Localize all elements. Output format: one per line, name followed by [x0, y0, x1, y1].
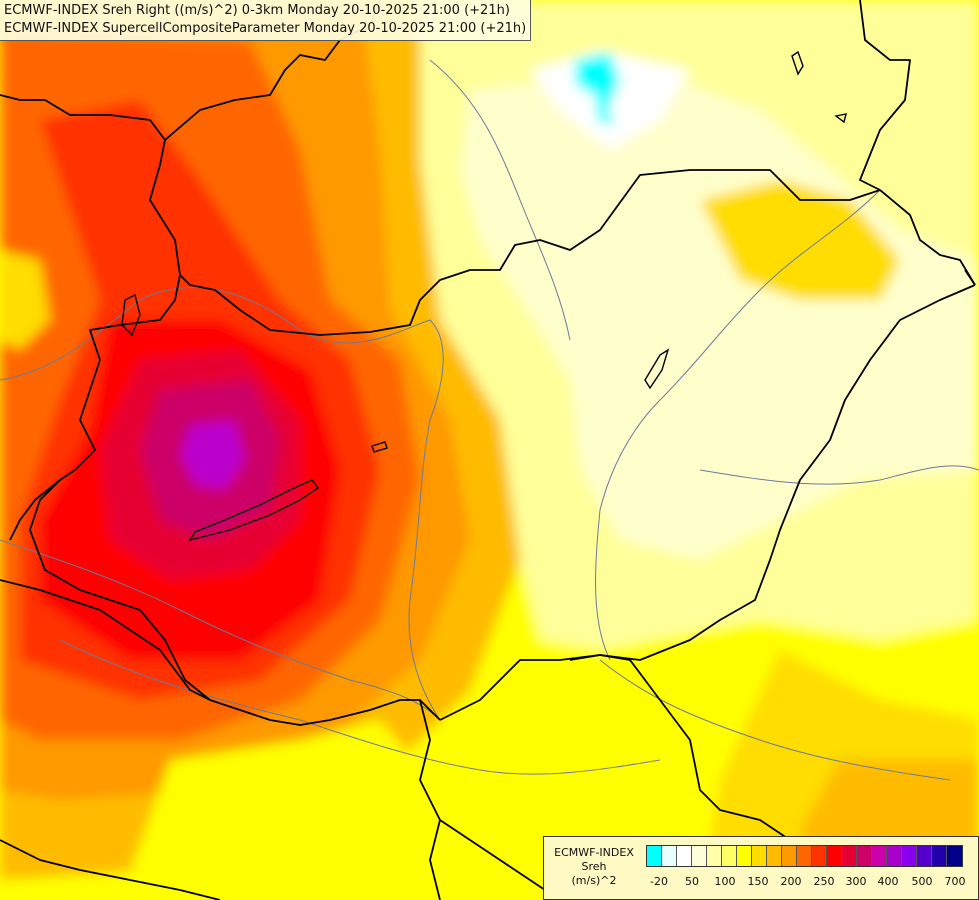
legend-swatch [677, 846, 692, 866]
legend-tick-label: 300 [845, 875, 867, 888]
field-yellow-lobe-southwest [120, 720, 460, 900]
legend-tick-label: -20 [650, 875, 668, 888]
river-sava [59, 639, 661, 775]
river-tisza [595, 189, 881, 661]
border-hungary-serbia [439, 654, 631, 721]
border-serbia-south [439, 819, 561, 900]
border-ukraine-romania [964, 269, 976, 286]
legend-title-variable: Sreh [581, 860, 607, 873]
legend-tick-label: 150 [747, 875, 769, 888]
legend-swatch [947, 846, 962, 866]
border-slovakia-ukraine [879, 189, 976, 286]
field-purple [180, 420, 245, 490]
legend-swatch [872, 846, 887, 866]
legend-swatch [737, 846, 752, 866]
border-ukraine-north [859, 0, 911, 191]
legend-tick-label: 700 [944, 875, 966, 888]
legend-swatch [707, 846, 722, 866]
legend-swatch [902, 846, 917, 866]
river-north [429, 59, 571, 341]
legend-swatch [917, 846, 932, 866]
legend-swatch [812, 846, 827, 866]
legend-tick-label: 400 [877, 875, 899, 888]
legend-tick-label: 250 [813, 875, 835, 888]
map-title-box: ECMWF-INDEX Sreh Right ((m/s)^2) 0-3km M… [0, 0, 532, 41]
legend-tick-label: 50 [685, 875, 699, 888]
border-austria-czech [0, 94, 181, 276]
color-legend: ECMWF-INDEX Sreh (m/s)^2 -20 50 100 150 200 2… [543, 836, 979, 900]
lake-balaton [188, 479, 320, 542]
legend-swatch [797, 846, 812, 866]
lake-small-1 [371, 441, 388, 453]
legend-swatches [646, 845, 963, 867]
border-hungary-croatia [29, 479, 441, 726]
map-title-line2: ECMWF-INDEX SupercellCompositeParameter … [4, 21, 527, 36]
legend-tick-label: 100 [714, 875, 736, 888]
border-croatia-bosnia [419, 699, 441, 900]
field-pale-yellow [460, 70, 979, 560]
legend-swatch [932, 846, 947, 866]
river-east [699, 465, 979, 485]
legend-swatch [827, 846, 842, 866]
legend-swatch [662, 846, 677, 866]
legend-swatch [752, 846, 767, 866]
field-gold-northeast [700, 180, 900, 300]
river-danube [0, 287, 444, 721]
lakes [121, 50, 847, 542]
legend-swatch [647, 846, 662, 866]
legend-swatch [857, 846, 872, 866]
river-south [599, 659, 951, 781]
map-title-line1: ECMWF-INDEX Sreh Right ((m/s)^2) 0-3km M… [4, 3, 510, 18]
lake-tisza [644, 348, 670, 390]
river-drava [0, 539, 441, 721]
legend-ticks: -20 50 100 150 200 250 300 400 500 700 [640, 875, 970, 889]
rivers [0, 59, 979, 781]
legend-tick-label: 500 [911, 875, 933, 888]
lake-small-3 [834, 113, 847, 124]
legend-title: ECMWF-INDEX Sreh (m/s)^2 [548, 846, 640, 888]
legend-swatch [842, 846, 857, 866]
border-bosnia-south [0, 839, 221, 900]
legend-swatch [722, 846, 737, 866]
field-cyan-low [575, 52, 620, 125]
legend-unit: (m/s)^2 [571, 874, 617, 887]
legend-swatch [782, 846, 797, 866]
lake-small-2 [791, 50, 804, 76]
border-slovakia-hungary [179, 169, 881, 336]
legend-swatch [767, 846, 782, 866]
legend-swatch [692, 846, 707, 866]
border-hungary-romania [569, 284, 976, 661]
legend-tick-label: 200 [780, 875, 802, 888]
border-slovenia-croatia [0, 579, 211, 701]
legend-title-model: ECMWF-INDEX [554, 846, 634, 859]
lake-neusiedl [121, 293, 141, 337]
legend-swatch [887, 846, 902, 866]
border-austria-hungary [9, 274, 181, 541]
field-yellow-lobe-west [0, 250, 50, 350]
